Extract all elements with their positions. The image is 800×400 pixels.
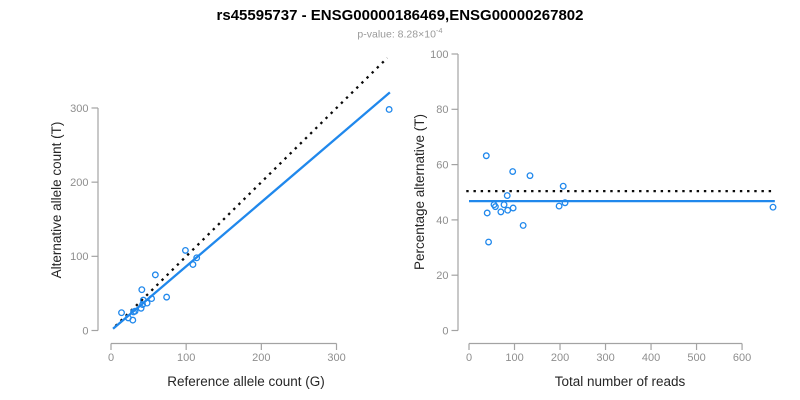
- y-tick-label: 0: [82, 325, 88, 337]
- x-tick-label: 0: [466, 352, 472, 364]
- data-point: [491, 203, 499, 211]
- identity-line: [114, 57, 389, 327]
- data-point: [143, 299, 151, 307]
- data-point: [148, 295, 156, 303]
- data-point: [129, 316, 137, 324]
- x-tick-label: 300: [327, 352, 345, 364]
- x-tick-label: 200: [551, 352, 569, 364]
- data-point: [181, 246, 189, 254]
- p-value-subtitle: p-value: 8.28×10-4: [0, 26, 800, 41]
- y-axis-title: Percentage alternative (T): [412, 114, 427, 270]
- data-point: [118, 309, 125, 317]
- p-value-text: p-value: 8.28×10: [357, 28, 436, 41]
- data-point: [163, 293, 171, 301]
- data-point: [189, 261, 197, 268]
- data-point: [137, 304, 145, 312]
- data-point: [519, 221, 527, 229]
- data-point: [497, 208, 505, 216]
- x-axis-title: Total number of reads: [555, 374, 686, 389]
- fit-line: [112, 91, 391, 330]
- y-axis-title: Alternative allele count (T): [49, 122, 64, 279]
- data-point: [559, 182, 567, 190]
- data-point: [500, 201, 508, 209]
- data-point: [485, 238, 493, 246]
- x-axis-title: Reference allele count (G): [167, 374, 325, 389]
- data-point: [509, 168, 517, 175]
- y-tick-label: 60: [436, 159, 448, 171]
- data-point: [139, 301, 147, 308]
- data-point: [131, 307, 139, 315]
- data-point: [385, 106, 393, 113]
- y-tick-label: 300: [70, 103, 88, 115]
- data-point: [482, 152, 490, 160]
- y-tick-label: 100: [430, 49, 448, 61]
- y-tick-label: 0: [442, 325, 448, 337]
- data-point: [193, 254, 201, 262]
- data-point: [483, 209, 491, 217]
- x-tick-label: 300: [596, 352, 614, 364]
- data-point: [504, 206, 512, 214]
- data-point: [555, 202, 563, 210]
- y-tick-label: 200: [70, 177, 88, 189]
- x-tick-label: 600: [733, 352, 751, 364]
- data-point: [561, 199, 569, 207]
- data-point: [138, 286, 146, 294]
- data-point: [503, 192, 511, 200]
- x-tick-label: 500: [687, 352, 705, 364]
- x-tick-label: 400: [642, 352, 660, 364]
- data-point: [509, 204, 517, 212]
- p-value-exponent: -4: [435, 26, 443, 35]
- x-tick-label: 100: [177, 352, 195, 364]
- y-tick-label: 40: [436, 215, 448, 227]
- data-point: [526, 172, 534, 180]
- x-tick-label: 0: [108, 352, 114, 364]
- x-tick-label: 100: [505, 352, 523, 364]
- y-tick-label: 100: [70, 251, 88, 263]
- data-point: [151, 271, 159, 279]
- y-tick-label: 80: [436, 104, 448, 116]
- data-point: [769, 203, 777, 211]
- x-tick-label: 200: [252, 352, 270, 364]
- page-title: rs45595737 - ENSG00000186469,ENSG0000026…: [216, 7, 584, 24]
- y-tick-label: 20: [436, 270, 448, 282]
